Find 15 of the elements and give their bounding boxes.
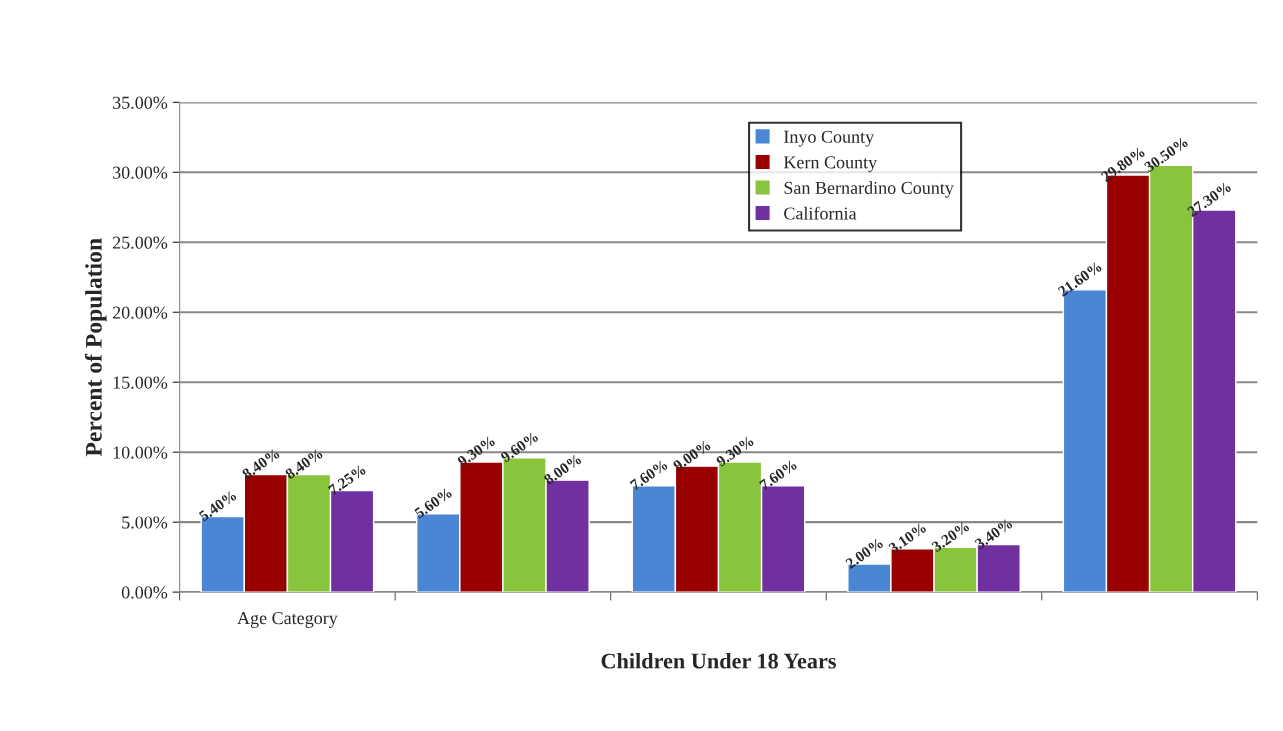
legend-label: Kern County (783, 156, 878, 173)
y-tick-label: 30.00% (113, 166, 168, 179)
y-tick-label: 20.00% (112, 306, 168, 319)
legend-label: Inyo County (784, 130, 875, 147)
y-tick-label: 25.00% (112, 236, 168, 249)
legend-label: California (784, 206, 857, 220)
x-tick-label: Age Category (237, 612, 338, 628)
x-axis-title: Children Under 18 Years (601, 652, 836, 669)
y-tick-label: 0.00% (121, 586, 168, 599)
y-tick-label: 35.00% (113, 96, 168, 109)
y-tick-label: 10.00% (113, 446, 168, 459)
y-tick-label: 15.00% (113, 376, 168, 389)
y-axis-title: Percent of Population (84, 238, 107, 457)
y-tick-label: 5.00% (122, 516, 168, 529)
legend-label: San Bernardino County (784, 181, 954, 198)
